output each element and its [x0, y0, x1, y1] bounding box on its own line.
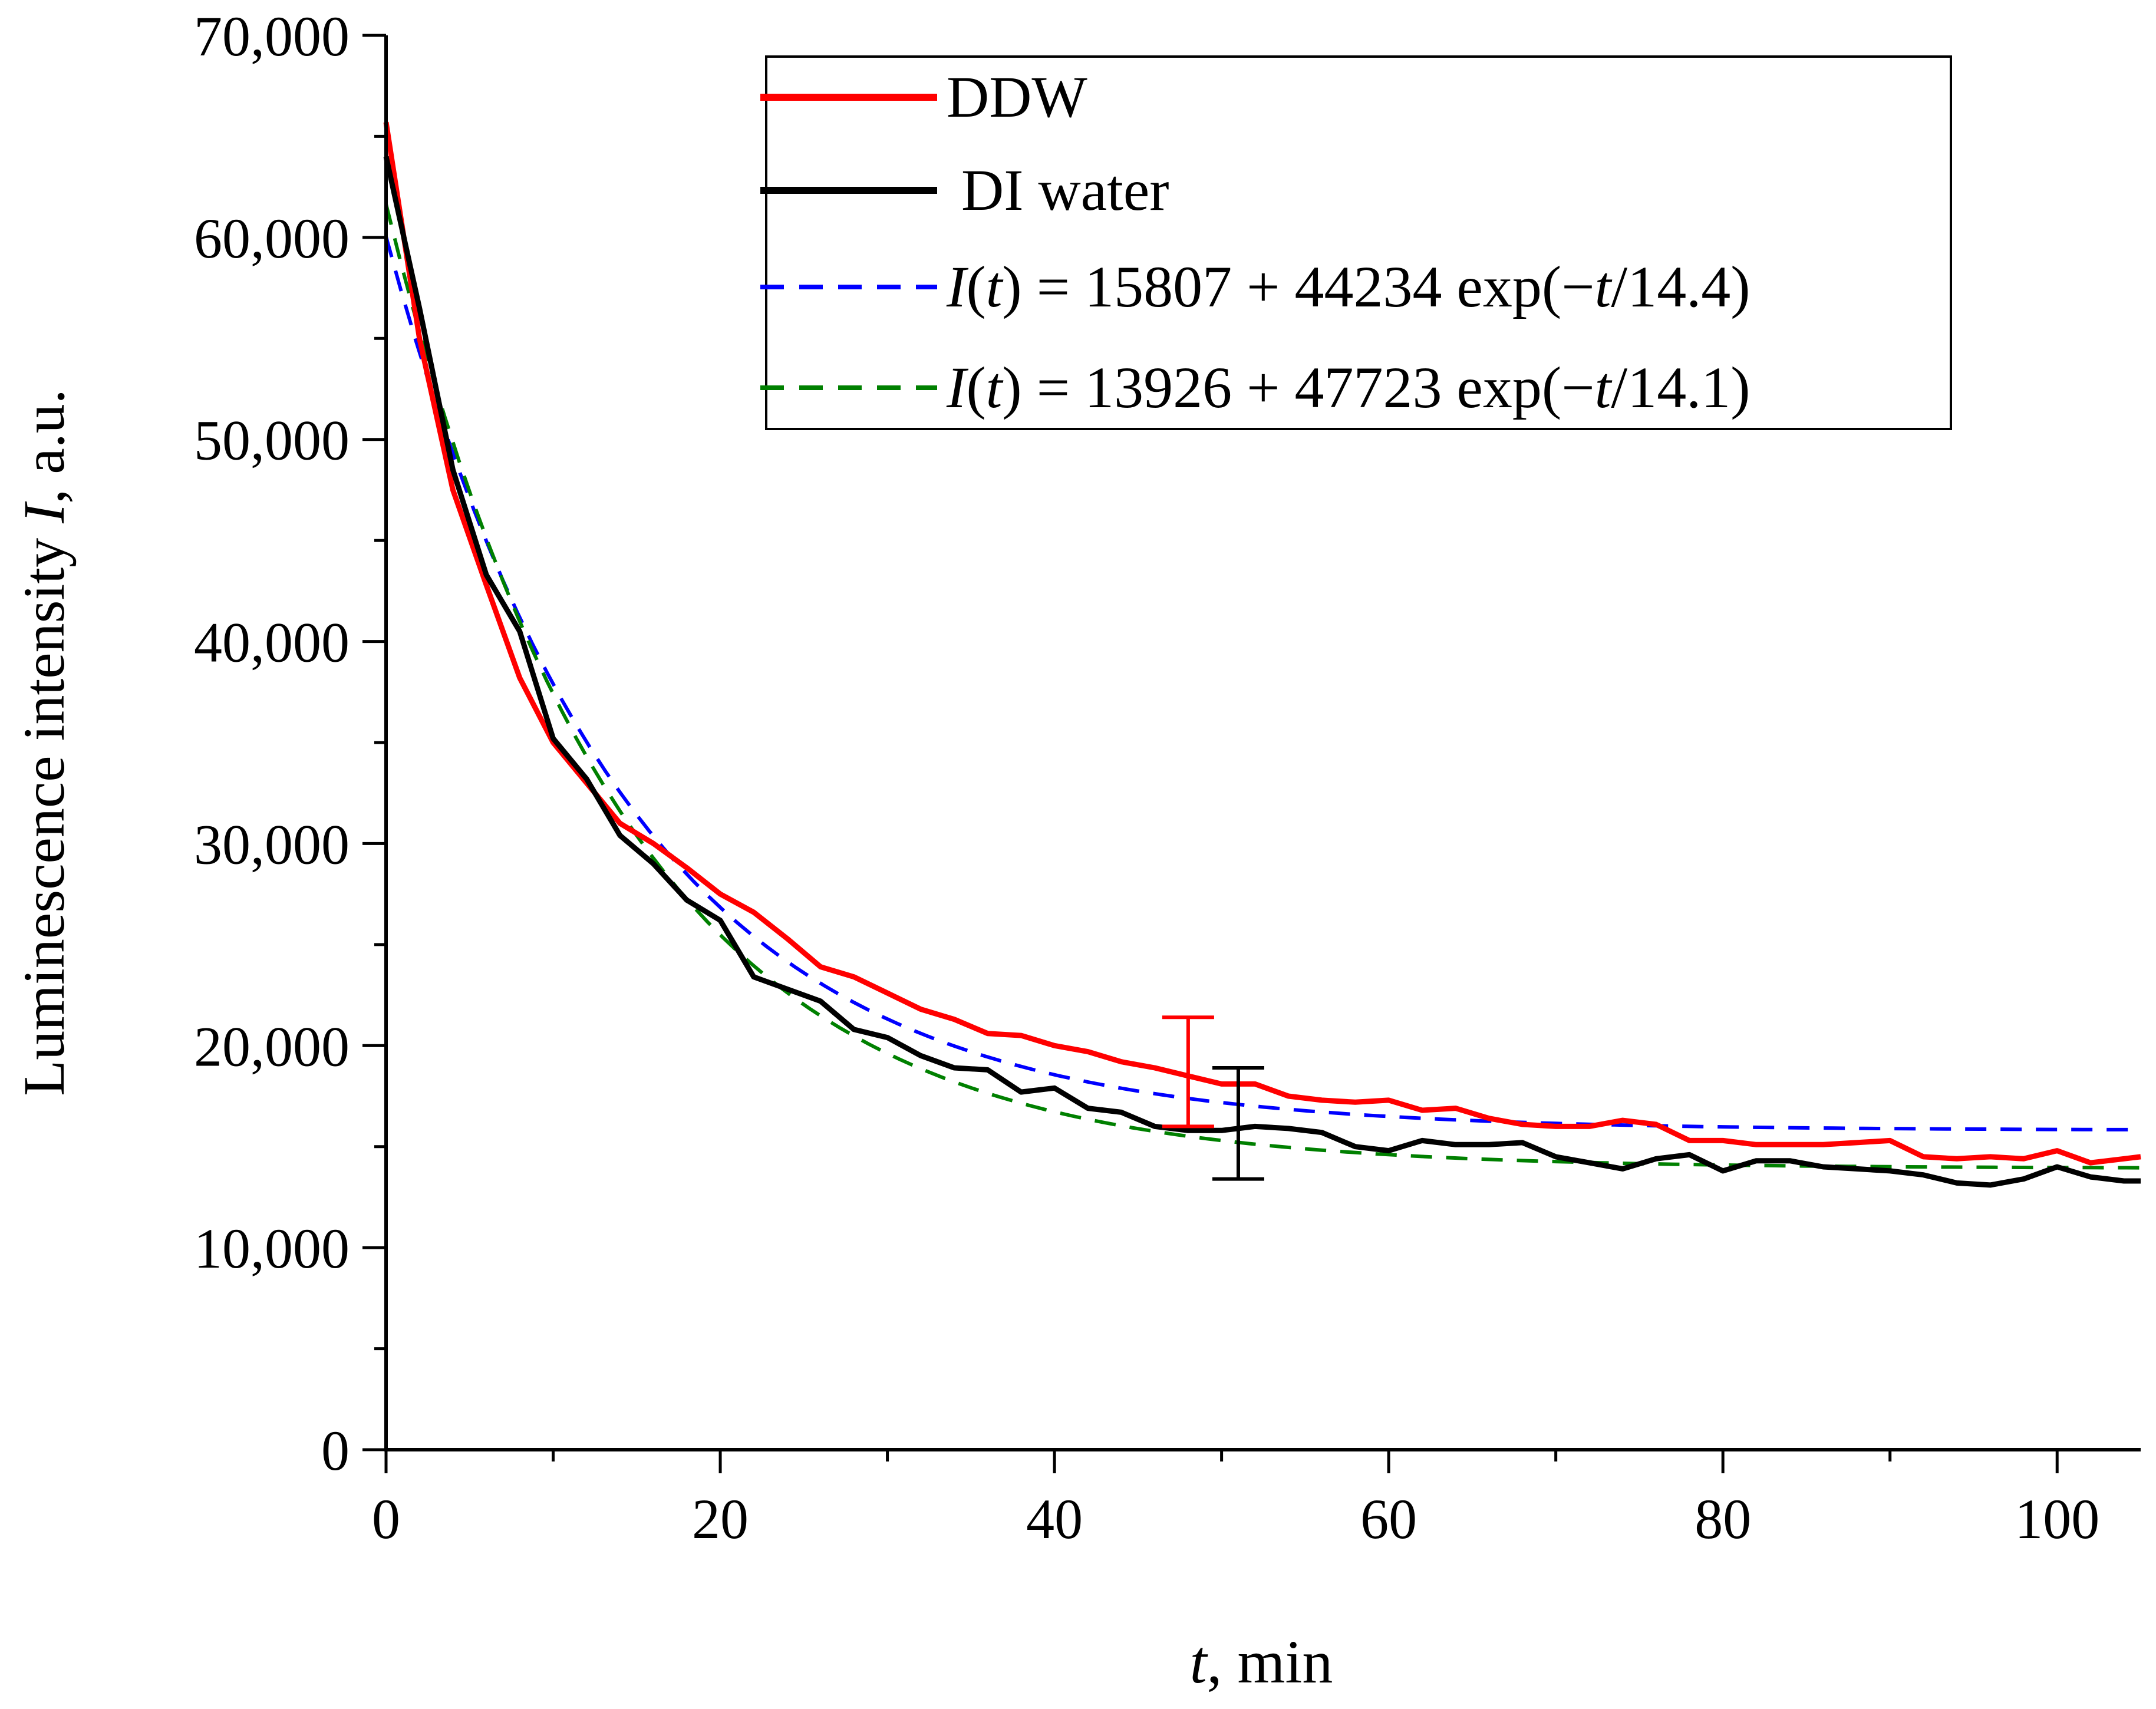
x-axis-label: t, min: [1190, 1628, 1333, 1696]
y-tick-label: 60,000: [194, 207, 350, 270]
legend-label-fit-di-water: I(t) = 13926 + 47723 exp(−t/14.1): [946, 355, 1750, 420]
legend-fit-di-tau: /14.1): [1611, 355, 1750, 420]
legend-fit-di-paren: (: [966, 355, 985, 420]
legend-fit-ddw-t2: t: [1595, 254, 1613, 319]
legend: DDW DI water I(t) = 15807 + 44234 exp(−t…: [760, 55, 1952, 430]
x-tick-label: 80: [1695, 1487, 1751, 1550]
legend-label-di-water: DI water: [947, 157, 1169, 223]
error-bar-layer: [1162, 1015, 1264, 1181]
legend-fit-ddw-paren: (: [966, 254, 985, 319]
y-tick-label: 30,000: [194, 813, 350, 876]
legend-fit-ddw-tau: /14.4): [1611, 254, 1750, 319]
legend-box: [765, 55, 1952, 430]
legend-fit-di-t2: t: [1595, 355, 1613, 420]
x-tick-label: 0: [372, 1487, 400, 1550]
series-layer: [383, 121, 2141, 1188]
y-tick-label: 20,000: [194, 1015, 350, 1078]
error-bar-di-water: [1212, 1066, 1264, 1181]
y-tick-label: 10,000: [194, 1217, 350, 1280]
y-axis-label-post: , a.u.: [11, 389, 77, 503]
legend-fit-di-I: I: [946, 355, 969, 420]
y-tick-label: 40,000: [194, 611, 350, 674]
y-axis-label-var: I: [11, 501, 77, 524]
x-axis-label-rest: , min: [1207, 1628, 1333, 1696]
x-tick-label: 60: [1360, 1487, 1417, 1550]
x-tick-label: 100: [2015, 1487, 2099, 1550]
legend-fit-di-body: ) = 13926 + 47723 exp(−: [1002, 355, 1594, 420]
legend-label-ddw: DDW: [947, 64, 1087, 130]
series-line-i-t-15807-44234-exp-t-14-4: [384, 236, 2141, 1131]
legend-fit-ddw-t: t: [986, 254, 1004, 319]
legend-fit-di-t: t: [986, 355, 1004, 420]
x-axis-label-var: t: [1190, 1628, 1208, 1696]
series-line-di-water: [383, 156, 2141, 1188]
tick-layer: 0 10,000 20,000 30,000 40,000 50,000 60,000 70,…: [194, 5, 2099, 1550]
y-axis-label: Luminescence intensity I, a.u.: [11, 389, 77, 1096]
legend-label-fit-ddw: I(t) = 15807 + 44234 exp(−t/14.4): [946, 254, 1750, 319]
y-tick-label: 70,000: [194, 5, 350, 68]
x-tick-label: 40: [1026, 1487, 1083, 1550]
legend-fit-ddw-body: ) = 15807 + 44234 exp(−: [1002, 254, 1594, 319]
x-tick-label: 20: [692, 1487, 749, 1550]
error-bar-ddw: [1162, 1015, 1214, 1129]
y-tick-label: 0: [321, 1419, 350, 1482]
legend-fit-ddw-I: I: [946, 254, 969, 319]
series-line-ddw: [383, 121, 2141, 1166]
y-tick-label: 50,000: [194, 409, 350, 472]
y-axis-label-pre: Luminescence intensity: [11, 523, 77, 1096]
